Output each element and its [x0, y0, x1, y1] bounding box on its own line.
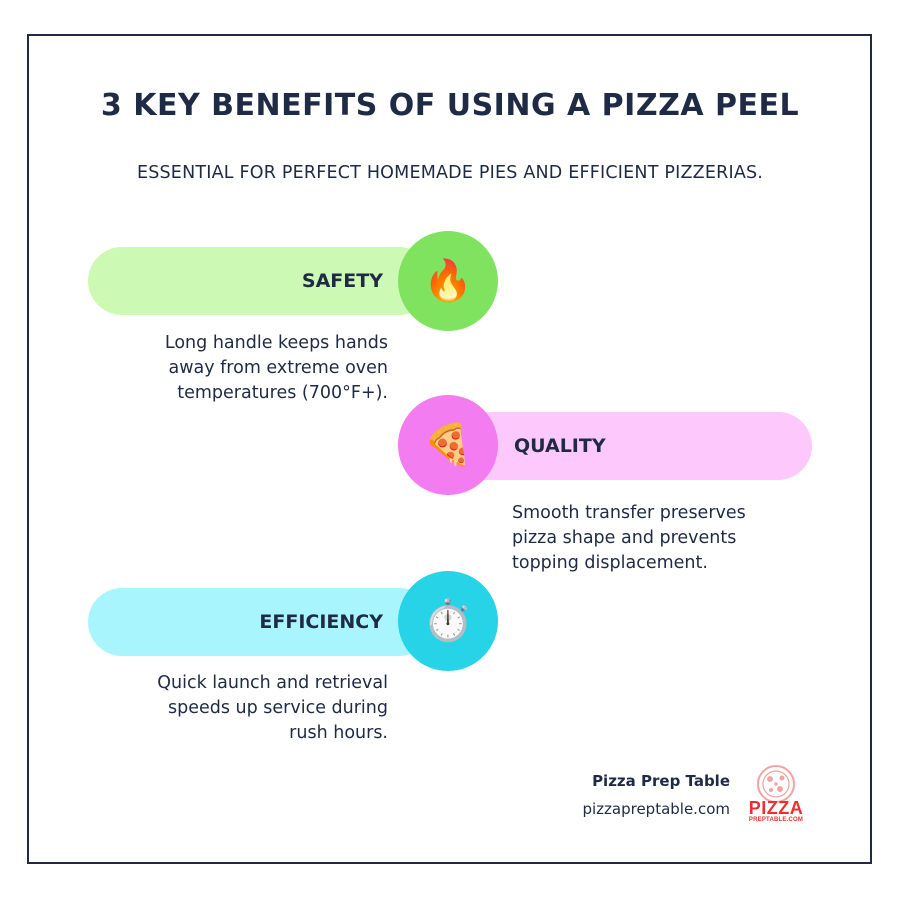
- benefit-description-efficiency: Quick launch and retrieval speeds up ser…: [108, 671, 388, 746]
- benefit-icon-circle-quality: 🍕: [398, 395, 498, 495]
- description-line: topping displacement.: [512, 553, 708, 573]
- description-line: temperatures (700°F+).: [177, 383, 388, 403]
- benefit-label: SAFETY: [301, 270, 383, 292]
- description-line: speeds up service during: [167, 698, 388, 718]
- description-line: away from extreme oven: [168, 358, 388, 378]
- brand-url: pizzapreptable.com: [582, 800, 730, 818]
- pizza-slice-icon: 🍕: [423, 422, 473, 468]
- description-line: Smooth transfer preserves: [512, 503, 746, 523]
- benefit-description-safety: Long handle keeps hands away from extrem…: [108, 331, 388, 406]
- benefit-pill-efficiency: EFFICIENCY: [88, 588, 433, 656]
- benefit-pill-safety: SAFETY: [88, 247, 433, 315]
- description-line: rush hours.: [289, 723, 388, 743]
- fire-icon: 🔥: [423, 258, 473, 304]
- benefit-description-quality: Smooth transfer preserves pizza shape an…: [512, 501, 802, 576]
- pizza-logo-icon: [757, 765, 795, 803]
- stopwatch-icon: ⏱️: [423, 598, 473, 644]
- logo-subtext: PREPTABLE.COM: [748, 817, 804, 823]
- logo-word: PIZZA: [748, 798, 804, 818]
- description-line: pizza shape and prevents: [512, 528, 737, 548]
- description-line: Quick launch and retrieval: [157, 673, 388, 693]
- description-line: Long handle keeps hands: [164, 333, 388, 353]
- page-title: 3 KEY BENEFITS OF USING A PIZZA PEEL: [100, 88, 800, 123]
- benefit-pill-quality: QUALITY: [440, 412, 812, 480]
- benefit-label: QUALITY: [514, 435, 606, 457]
- page-subtitle: ESSENTIAL FOR PERFECT HOMEMADE PIES AND …: [136, 163, 764, 183]
- benefit-icon-circle-efficiency: ⏱️: [398, 571, 498, 671]
- benefit-label: EFFICIENCY: [259, 611, 383, 633]
- benefit-icon-circle-safety: 🔥: [398, 231, 498, 331]
- pizza-preptable-logo: PIZZA PREPTABLE.COM: [742, 764, 810, 828]
- brand-name: Pizza Prep Table: [592, 772, 730, 790]
